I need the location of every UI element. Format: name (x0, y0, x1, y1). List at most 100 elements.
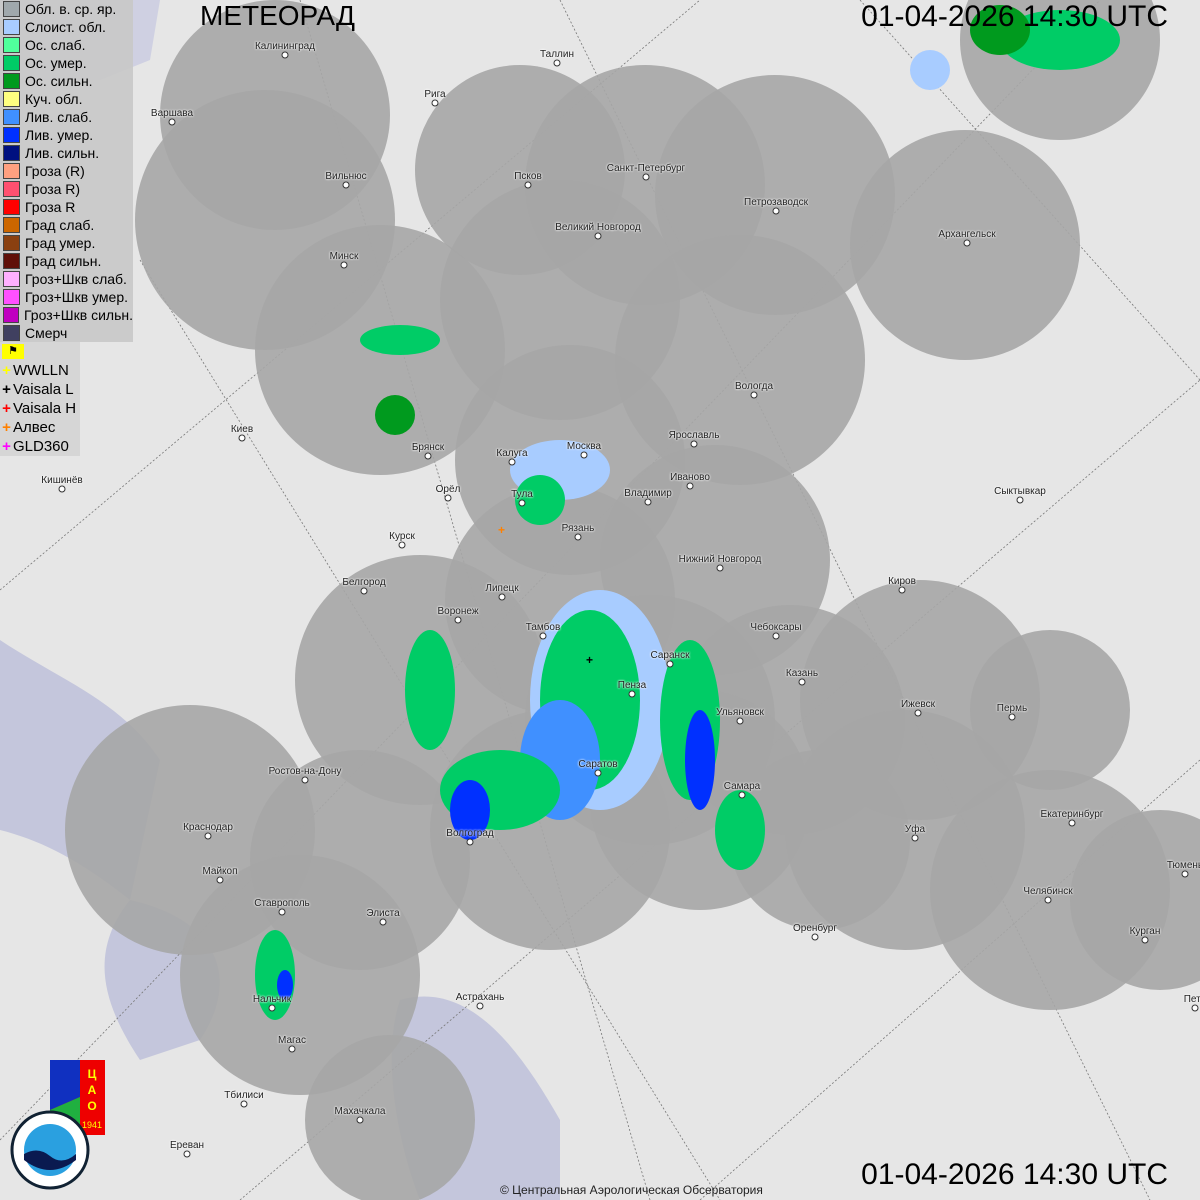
radar-coverage-circle (180, 855, 420, 1095)
svg-text:+: + (586, 653, 593, 667)
city-label: Ереван (169, 1140, 205, 1151)
city-marker (268, 1004, 276, 1012)
city-marker (398, 541, 406, 549)
radar-coverage (65, 0, 1200, 1200)
city-label: Махачкала (334, 1106, 386, 1117)
city-label: Москва (566, 441, 602, 452)
city-marker (686, 482, 694, 490)
city-label: Астрахань (455, 992, 505, 1003)
city-marker (644, 498, 652, 506)
legend-swatch (3, 127, 20, 143)
city-marker (238, 434, 246, 442)
city-label: Ростов-на-Дону (268, 766, 342, 777)
legend-label: Гроз+Шкв сильн. (24, 307, 133, 323)
legend-swatch (3, 109, 20, 125)
radar-echo (360, 325, 440, 355)
svg-text:Ц: Ц (88, 1067, 97, 1081)
legend-swatch (3, 199, 20, 215)
city-label: Тамбов (525, 622, 561, 633)
lightning-cross-icon: + (2, 419, 11, 436)
city-marker (281, 51, 289, 59)
legend-label: Град слаб. (25, 217, 95, 233)
city-marker (914, 709, 922, 717)
city-label: Варшава (150, 108, 194, 119)
legend-swatch (3, 289, 20, 305)
city-label: Курск (389, 531, 415, 542)
city-label: Иваново (670, 472, 710, 483)
legend-label: Лив. слаб. (25, 109, 93, 125)
city-label: Майкоп (202, 866, 238, 877)
legend-swatch (3, 1, 20, 17)
lightning-label: GLD360 (13, 438, 69, 455)
city-label: Рига (424, 89, 446, 100)
city-marker (518, 499, 526, 507)
lightning-item: + Vaisala L (0, 380, 80, 399)
city-marker (1141, 936, 1149, 944)
legend-label: Ос. слаб. (25, 37, 86, 53)
legend-item: Гроз+Шкв умер. (0, 288, 133, 306)
flag-icon[interactable]: ⚑ (2, 344, 24, 359)
lightning-item: + WWLLN (0, 361, 80, 380)
legend-swatch (3, 163, 20, 179)
city-marker (204, 832, 212, 840)
city-label: Псков (514, 171, 542, 182)
legend-item: Лив. сильн. (0, 144, 133, 162)
city-label: Ульяновск (716, 707, 764, 718)
legend-label: Гроз+Шкв слаб. (25, 271, 127, 287)
city-label: Брянск (411, 442, 445, 453)
legend-swatch (3, 217, 20, 233)
city-markers (58, 51, 1199, 1158)
city-label: Калуга (496, 448, 528, 459)
legend-swatch (3, 145, 20, 161)
city-marker (424, 452, 432, 460)
city-marker (642, 173, 650, 181)
city-label: Воронеж (437, 606, 479, 617)
legend-item: Лив. слаб. (0, 108, 133, 126)
city-label: Калининград (254, 41, 316, 52)
legend-label: Лив. умер. (25, 127, 94, 143)
city-label: Киров (888, 576, 916, 587)
lightning-legend: ⚑ + WWLLN + Vaisala L + Vaisala H + Алвес + GLD36… (0, 342, 80, 456)
svg-text:О: О (87, 1099, 96, 1113)
city-marker (1068, 819, 1076, 827)
radar-echoes (255, 5, 1120, 1020)
city-marker (240, 1100, 248, 1108)
legend-swatch (3, 253, 20, 269)
lightning-item: + GLD360 (0, 437, 80, 456)
legend-item: Гроз+Шкв сильн. (0, 306, 133, 324)
city-marker (898, 586, 906, 594)
lightning-cross-icon: + (2, 381, 11, 398)
legend-item: Слоист. обл. (0, 18, 133, 36)
radar-echo (515, 475, 565, 525)
legend-swatch (3, 73, 20, 89)
legend-item: Лив. умер. (0, 126, 133, 144)
city-marker (340, 261, 348, 269)
city-label: Киев (230, 424, 254, 435)
city-marker (574, 533, 582, 541)
legend-item: Ос. слаб. (0, 36, 133, 54)
city-marker (168, 118, 176, 126)
city-label: Пенза (617, 680, 647, 691)
legend-swatch (3, 235, 20, 251)
city-marker (288, 1045, 296, 1053)
radar-echo (450, 780, 490, 840)
lightning-item: + Vaisala H (0, 399, 80, 418)
legend-label: Смерч (25, 325, 68, 341)
city-marker (216, 876, 224, 884)
city-label: Белгород (342, 577, 386, 588)
legend-label: Обл. в. ср. яр. (25, 1, 117, 17)
city-marker (911, 834, 919, 842)
city-marker (738, 791, 746, 799)
city-marker (1008, 713, 1016, 721)
city-label: Тбилиси (224, 1090, 264, 1101)
city-label: Элиста (366, 908, 400, 919)
legend-swatch (3, 37, 20, 53)
legend-label: Град умер. (25, 235, 96, 251)
city-label: Ижевск (900, 699, 936, 710)
city-label: Тула (511, 489, 533, 500)
city-label: Ярославль (668, 430, 720, 441)
legend-label: Слоист. обл. (25, 19, 106, 35)
city-marker (594, 232, 602, 240)
city-label: Волгоград (446, 828, 494, 839)
